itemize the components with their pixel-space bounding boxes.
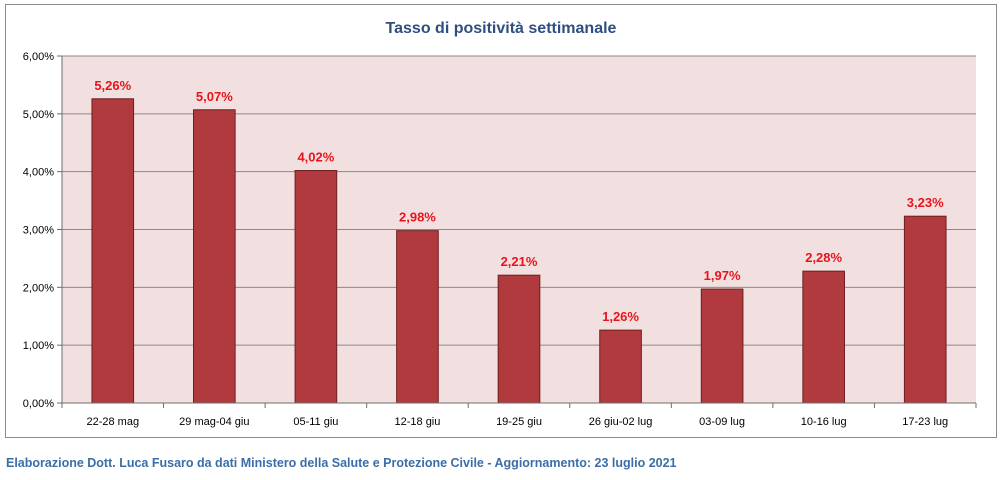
bar (903, 215, 947, 404)
data-label: 2,98% (399, 210, 436, 225)
x-tick-label: 12-18 giu (395, 416, 441, 428)
bar (396, 230, 439, 404)
y-tick-label: 2,00% (23, 282, 54, 294)
data-label: 2,28% (805, 250, 842, 265)
x-tick-label: 10-16 lug (801, 416, 847, 428)
chart-title: Tasso di positività settimanale (386, 20, 617, 37)
y-tick-label: 6,00% (23, 51, 54, 63)
bar (700, 288, 744, 404)
data-label: 1,26% (602, 309, 639, 324)
bar (497, 274, 541, 404)
source-credit: Elaborazione Dott. Luca Fusaro da dati M… (6, 456, 677, 470)
x-tick-label: 17-23 lug (902, 416, 948, 428)
y-tick-label: 4,00% (23, 167, 54, 179)
bar (294, 170, 338, 404)
chart-frame: Tasso di positività settimanale 0,00% 1,0… (5, 4, 997, 438)
y-tick-label: 0,00% (23, 398, 54, 410)
x-tick-label: 26 giu-02 lug (589, 416, 653, 428)
y-tick-label: 3,00% (23, 225, 54, 237)
bar (802, 270, 845, 404)
data-label: 1,97% (704, 268, 741, 283)
x-tick-label: 05-11 giu (293, 416, 338, 428)
data-label: 2,21% (501, 254, 538, 269)
bar (91, 98, 135, 404)
y-tick-label: 1,00% (23, 340, 54, 352)
x-tick-label: 03-09 lug (699, 416, 745, 428)
x-tick-label: 22-28 mag (86, 416, 139, 428)
bar (193, 109, 236, 404)
bar (599, 329, 642, 404)
y-tick-label: 5,00% (23, 109, 54, 121)
data-label: 3,23% (907, 195, 944, 210)
data-label: 5,26% (94, 78, 131, 93)
x-tick-label: 29 mag-04 giu (179, 416, 249, 428)
x-tick-label: 19-25 giu (496, 416, 542, 428)
bar-chart: Tasso di positività settimanale 0,00% 1,0… (23, 20, 977, 428)
data-label: 5,07% (196, 89, 233, 104)
data-label: 4,02% (297, 150, 334, 165)
